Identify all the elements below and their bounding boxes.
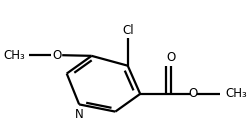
Text: Cl: Cl	[122, 24, 134, 37]
Text: O: O	[189, 87, 198, 100]
Text: O: O	[52, 49, 61, 62]
Text: CH₃: CH₃	[3, 49, 25, 62]
Text: O: O	[166, 51, 175, 64]
Text: N: N	[75, 108, 84, 121]
Text: CH₃: CH₃	[225, 87, 247, 100]
